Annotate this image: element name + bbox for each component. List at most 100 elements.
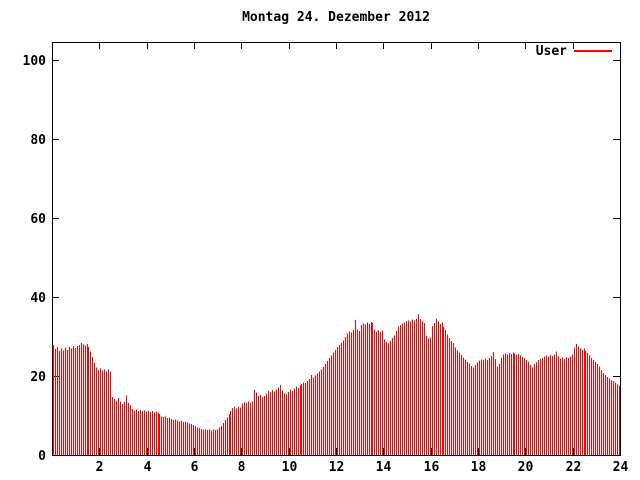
- impulse-bar: [254, 389, 255, 455]
- impulse-bar: [335, 349, 336, 455]
- x-tick-label: 4: [144, 460, 152, 475]
- impulse-bar: [463, 357, 464, 455]
- impulse-bar: [367, 322, 368, 455]
- impulse-bar: [246, 402, 247, 455]
- x-tick-label: 16: [424, 460, 440, 475]
- impulse-bar: [357, 329, 358, 455]
- impulse-bar: [148, 410, 149, 455]
- plot-border: [52, 42, 621, 456]
- impulse-bar: [321, 369, 322, 455]
- impulse-bar: [400, 325, 401, 455]
- impulse-bar: [605, 375, 606, 455]
- impulse-bar: [191, 424, 192, 455]
- impulse-bar: [428, 338, 429, 455]
- impulse-bar: [485, 358, 486, 455]
- impulse-bar: [406, 321, 407, 455]
- impulse-bar: [499, 363, 500, 455]
- impulse-bar: [323, 366, 324, 455]
- impulse-bar: [572, 354, 573, 455]
- impulse-bar: [144, 410, 145, 455]
- impulse-bar: [142, 411, 143, 455]
- impulse-bar: [288, 391, 289, 455]
- impulse-bar: [130, 405, 131, 455]
- impulse-bar: [132, 409, 133, 455]
- impulse-bar: [355, 319, 356, 455]
- impulse-bar: [497, 366, 498, 455]
- impulse-bar: [528, 361, 529, 455]
- impulse-bar: [128, 402, 129, 455]
- impulse-bar: [422, 321, 423, 455]
- impulse-bar: [432, 326, 433, 455]
- impulse-bar: [434, 323, 435, 455]
- impulse-bar: [345, 336, 346, 455]
- impulse-bar: [309, 378, 310, 455]
- impulse-bar: [382, 330, 383, 455]
- impulse-bar: [53, 344, 54, 455]
- impulse-bar: [57, 346, 58, 455]
- impulse-bar: [163, 417, 164, 455]
- impulse-bar: [193, 424, 194, 455]
- impulse-bar: [219, 427, 220, 455]
- impulse-bar: [601, 370, 602, 455]
- impulse-bar: [150, 411, 151, 455]
- impulse-bar: [493, 351, 494, 455]
- impulse-bar: [412, 319, 413, 455]
- impulse-bar: [307, 381, 308, 455]
- impulse-bar: [138, 410, 139, 455]
- impulse-bar: [516, 354, 517, 455]
- impulse-bar: [98, 370, 99, 455]
- impulse-bar: [100, 368, 101, 455]
- impulse-bar: [611, 379, 612, 455]
- impulse-bar: [369, 323, 370, 455]
- impulse-bar: [65, 347, 66, 455]
- impulse-bar: [613, 381, 614, 455]
- impulse-bar: [221, 425, 222, 455]
- y-tick-label: 80: [30, 133, 46, 148]
- impulse-bar: [303, 382, 304, 455]
- x-tick-label: 20: [518, 460, 534, 475]
- impulse-bar: [223, 423, 224, 455]
- impulse-bar: [315, 375, 316, 455]
- impulse-bar: [260, 394, 261, 455]
- legend-line-sample-icon: [574, 50, 612, 52]
- impulse-bar: [213, 429, 214, 455]
- impulse-bar: [236, 408, 237, 455]
- impulse-bar: [589, 355, 590, 455]
- impulse-bar: [442, 322, 443, 455]
- impulse-bar: [566, 357, 567, 455]
- impulse-bar: [296, 386, 297, 455]
- impulse-bar: [319, 371, 320, 455]
- impulse-bar: [361, 325, 362, 455]
- impulse-bar: [522, 357, 523, 455]
- impulse-bar: [378, 330, 379, 455]
- impulse-bar: [171, 419, 172, 455]
- impulse-bar: [341, 342, 342, 455]
- impulse-bar: [181, 421, 182, 455]
- impulse-bar: [229, 413, 230, 455]
- impulse-bar: [290, 389, 291, 455]
- impulse-bar: [197, 427, 198, 455]
- impulse-bar: [384, 339, 385, 455]
- impulse-bar: [363, 323, 364, 455]
- impulse-bar: [420, 319, 421, 455]
- impulse-bar: [408, 320, 409, 455]
- impulse-bar: [574, 347, 575, 455]
- impulse-bar: [603, 372, 604, 455]
- impulse-bar: [578, 346, 579, 455]
- impulse-bar: [215, 430, 216, 455]
- x-tick-label: 22: [566, 460, 582, 475]
- impulse-bar: [234, 406, 235, 455]
- impulse-bar: [92, 357, 93, 455]
- x-tick-label: 6: [191, 460, 199, 475]
- chart-title: Montag 24. Dezember 2012: [242, 10, 430, 25]
- impulse-bar: [207, 430, 208, 455]
- impulse-bar: [410, 321, 411, 455]
- impulse-bar: [286, 394, 287, 455]
- impulse-bar: [540, 359, 541, 455]
- impulse-bar: [87, 344, 88, 455]
- y-tick-label: 40: [30, 291, 46, 306]
- impulse-bar: [388, 343, 389, 455]
- impulse-bar: [534, 364, 535, 455]
- impulse-bar: [440, 323, 441, 455]
